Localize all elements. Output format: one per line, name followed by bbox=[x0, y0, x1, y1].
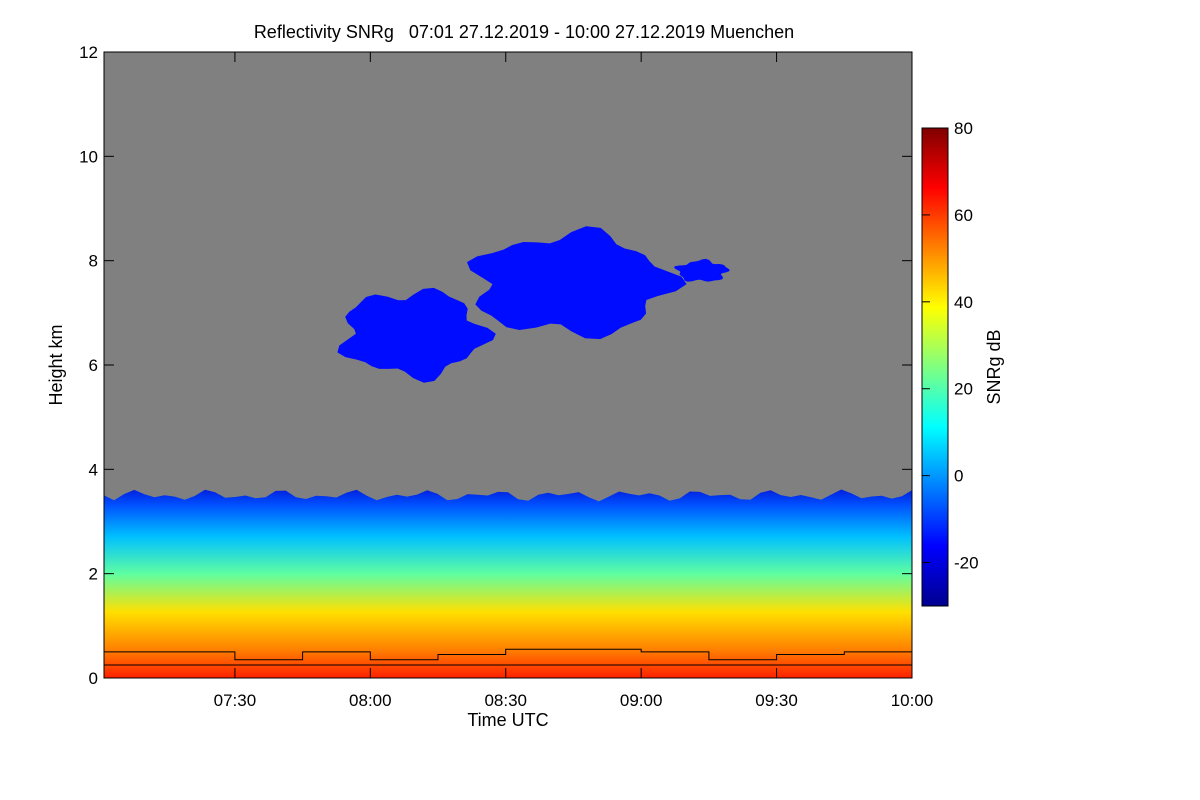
y-tick-label: 6 bbox=[89, 356, 98, 375]
x-tick-label: 10:00 bbox=[891, 691, 934, 710]
echo-region-cloud bbox=[337, 287, 496, 383]
x-tick-label: 09:00 bbox=[620, 691, 663, 710]
y-tick-label: 2 bbox=[89, 565, 98, 584]
colorbar-tick-label: 20 bbox=[954, 380, 973, 399]
colorbar-ticks: -20 0 20 40 60 80 bbox=[922, 119, 979, 573]
chart-title: Reflectivity SNRg 07:01 27.12.2019 - 10:… bbox=[254, 22, 794, 42]
echo-region-cloud bbox=[674, 258, 730, 282]
y-tick-label: 0 bbox=[89, 669, 98, 688]
colorbar-tick-label: 40 bbox=[954, 293, 973, 312]
overlay-line bbox=[104, 648, 912, 661]
x-tick-label: 09:30 bbox=[755, 691, 798, 710]
y-tick-label: 10 bbox=[79, 147, 98, 166]
y-tick-label: 8 bbox=[89, 252, 98, 271]
y-axis-label: Height km bbox=[46, 324, 66, 405]
x-tick-label: 08:00 bbox=[349, 691, 392, 710]
y-tick-label: 12 bbox=[79, 43, 98, 62]
overlay-lines bbox=[104, 648, 912, 666]
echo-regions bbox=[104, 226, 912, 678]
x-tick-label: 08:30 bbox=[484, 691, 527, 710]
x-axis-label: Time UTC bbox=[467, 710, 548, 730]
axis-ticks: 07:30 08:00 08:30 09:00 09:30 10:00 0 2 4 6 8 10 12 bbox=[79, 43, 933, 710]
echo-region-boundary-layer bbox=[104, 489, 912, 678]
colorbar-label: SNRg dB bbox=[984, 329, 1004, 404]
colorbar-tick-label: 80 bbox=[954, 119, 973, 138]
colorbar bbox=[921, 127, 949, 607]
y-tick-label: 4 bbox=[89, 460, 98, 479]
colorbar-tick-label: 0 bbox=[954, 467, 963, 486]
echo-region-cloud bbox=[467, 226, 687, 340]
colorbar-tick-label: -20 bbox=[954, 554, 979, 573]
x-tick-label: 07:30 bbox=[214, 691, 257, 710]
colorbar-tick-label: 60 bbox=[954, 206, 973, 225]
